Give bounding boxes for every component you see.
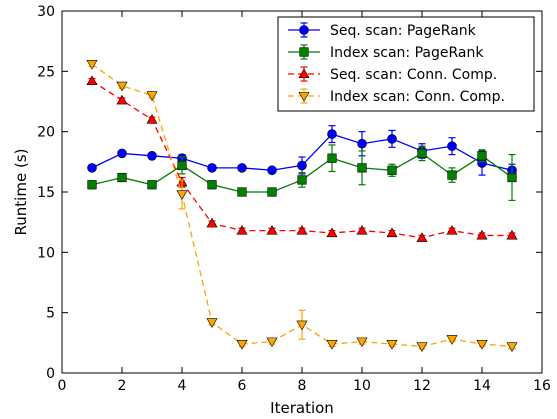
legend-entry: Seq. scan: PageRank — [288, 22, 477, 39]
data-point — [86, 60, 98, 70]
y-tick-label: 5 — [46, 306, 55, 322]
x-tick-label: 14 — [473, 378, 491, 394]
data-point — [146, 113, 158, 124]
data-point — [86, 75, 98, 86]
series-4 — [86, 60, 518, 353]
data-point — [297, 175, 307, 185]
data-point — [117, 172, 127, 183]
data-point — [236, 225, 248, 235]
data-point — [416, 342, 428, 353]
data-point — [446, 335, 458, 345]
data-point — [447, 170, 457, 180]
legend-label: Index scan: Conn. Comp. — [330, 89, 505, 105]
y-tick-label: 30 — [37, 4, 55, 20]
data-point — [207, 163, 217, 173]
data-point — [87, 180, 97, 190]
y-tick-label: 15 — [37, 185, 55, 201]
y-tick-label: 25 — [37, 64, 55, 80]
x-tick-label: 0 — [58, 378, 67, 394]
data-point — [477, 151, 487, 161]
data-point — [506, 229, 518, 240]
data-point — [146, 91, 158, 102]
legend-marker — [299, 47, 309, 57]
series-3 — [86, 75, 518, 242]
data-point — [476, 339, 488, 350]
data-point — [147, 151, 157, 161]
data-point — [506, 342, 518, 353]
data-point — [177, 160, 187, 171]
data-point — [206, 217, 218, 228]
data-point — [386, 339, 398, 350]
data-point — [296, 320, 308, 331]
data-point — [297, 160, 307, 171]
x-tick-label: 2 — [118, 378, 127, 394]
legend-marker — [299, 25, 309, 35]
data-point — [176, 190, 188, 201]
x-tick-label: 10 — [353, 378, 371, 394]
y-axis-title: Runtime (s) — [12, 149, 30, 236]
legend: Seq. scan: PageRank Index scan: PageRank S… — [277, 16, 535, 112]
data-point — [476, 229, 488, 240]
data-point — [326, 227, 338, 238]
data-point — [87, 163, 97, 173]
y-tick-label: 20 — [37, 125, 55, 141]
data-point — [357, 163, 367, 173]
series-1 — [87, 125, 517, 177]
data-point — [237, 187, 247, 197]
data-point — [266, 225, 278, 235]
data-point — [357, 138, 367, 149]
data-point — [386, 227, 398, 238]
data-point — [507, 172, 517, 183]
x-axis-title: Iteration — [270, 399, 334, 417]
y-tick-label: 0 — [46, 366, 55, 382]
data-point — [387, 134, 397, 144]
y-tick-label: 10 — [37, 245, 55, 261]
data-point — [387, 165, 397, 175]
legend-label: Seq. scan: PageRank — [330, 23, 477, 39]
x-tick-label: 4 — [178, 378, 187, 394]
legend-marker — [298, 91, 310, 102]
data-point — [327, 129, 337, 139]
legend-entry: Index scan: PageRank — [288, 44, 484, 61]
data-point — [207, 180, 217, 190]
data-point — [206, 318, 218, 328]
legend-label: Seq. scan: Conn. Comp. — [330, 67, 497, 83]
data-point — [356, 225, 368, 235]
data-point — [267, 187, 277, 197]
data-point — [356, 337, 368, 348]
data-point — [237, 163, 247, 173]
legend-marker — [298, 68, 310, 79]
data-point — [116, 81, 128, 92]
data-point — [266, 337, 278, 348]
data-point — [447, 141, 457, 151]
data-point — [116, 94, 128, 105]
data-point — [267, 165, 277, 176]
x-tick-label: 12 — [413, 378, 431, 394]
x-tick-label: 8 — [298, 378, 307, 394]
legend-box — [277, 16, 535, 112]
data-point — [327, 153, 337, 163]
data-point — [296, 225, 308, 235]
data-point — [446, 225, 458, 235]
legend-label: Index scan: PageRank — [330, 45, 484, 61]
data-point — [326, 339, 338, 350]
x-tick-label: 6 — [238, 378, 247, 394]
legend-entry: Seq. scan: Conn. Comp. — [288, 66, 497, 83]
data-point — [147, 180, 157, 190]
data-point — [417, 148, 427, 158]
x-tick-label: 16 — [533, 378, 551, 394]
series-2 — [87, 144, 517, 202]
legend-entry: Index scan: Conn. Comp. — [288, 88, 505, 105]
data-point — [117, 148, 127, 159]
data-point — [236, 339, 248, 350]
data-point — [416, 232, 428, 242]
